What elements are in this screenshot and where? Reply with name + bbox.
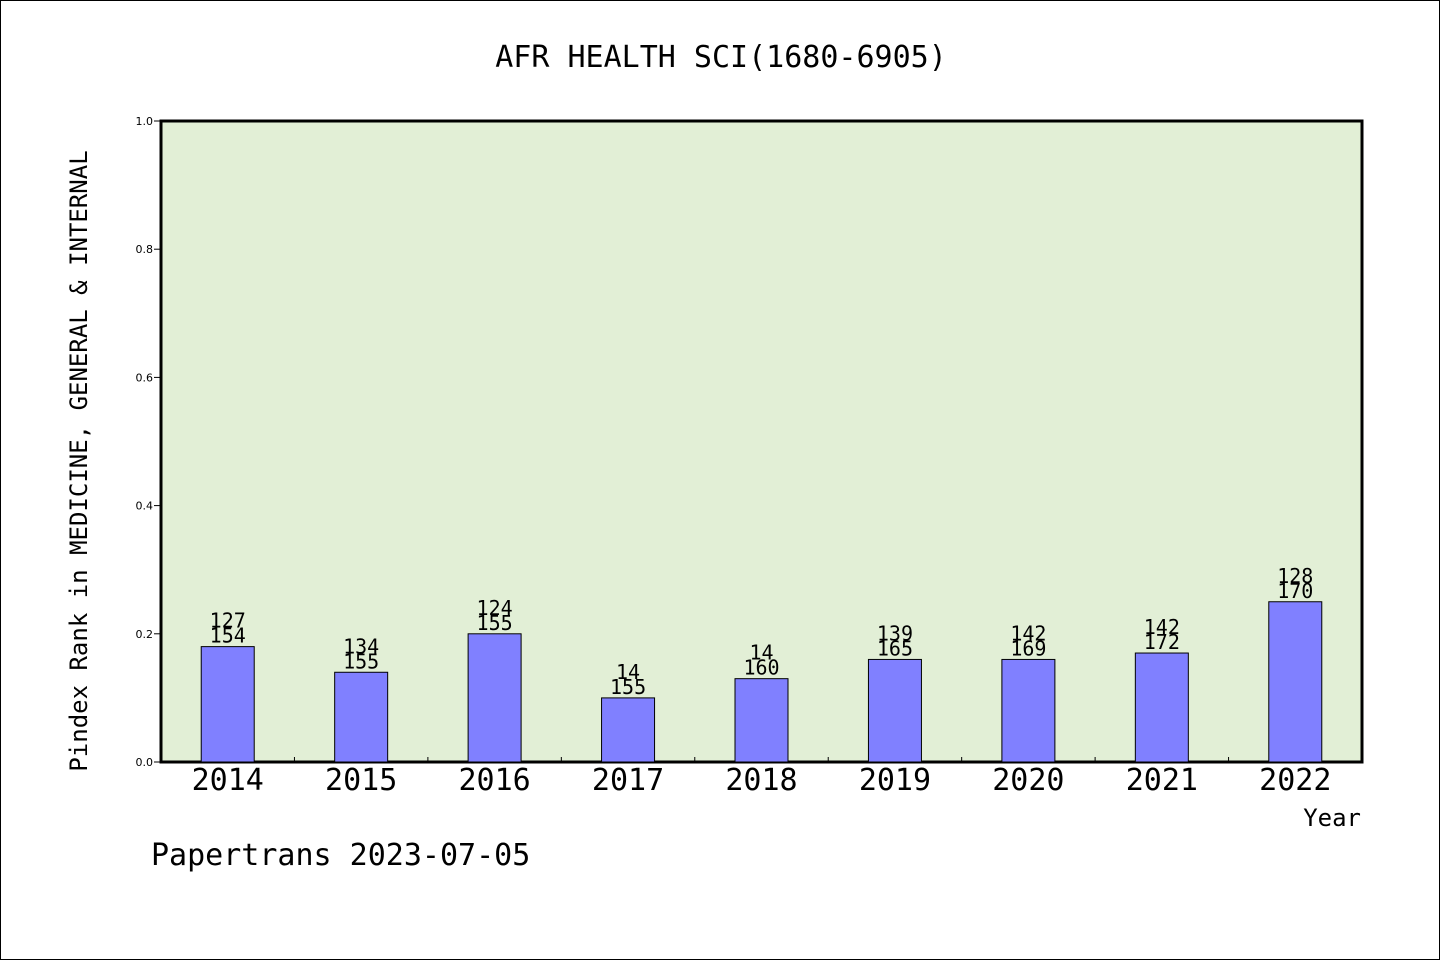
- bar-rank-label: 14: [749, 641, 773, 665]
- y-tick-label: 0.8: [136, 243, 154, 256]
- bar-rank-label: 128: [1277, 564, 1313, 588]
- x-axis-ticks: 2014 2015 2016 2017 2018 2019 2020 2021 2022: [192, 757, 1331, 798]
- bar-2014: [200, 646, 255, 763]
- x-tick-label: 2016: [458, 763, 530, 798]
- bar-2016: [467, 633, 522, 763]
- bar-total-label: 160: [743, 656, 779, 680]
- x-tick-label: 2022: [1259, 763, 1331, 798]
- x-tick-label: 2019: [859, 763, 931, 798]
- bar-total-label: 155: [343, 649, 379, 673]
- y-axis-label: Pindex Rank in MEDICINE, GENERAL & INTER…: [65, 150, 93, 771]
- x-tick-label: 2014: [192, 763, 264, 798]
- x-tick-label: 2018: [725, 763, 797, 798]
- bar-2022: [1268, 601, 1323, 763]
- bar-total-label: 154: [210, 624, 246, 648]
- chart-title: AFR HEALTH SCI(1680-6905): [495, 40, 947, 75]
- bar-rank-label: 142: [1010, 621, 1046, 645]
- x-tick-label: 2015: [325, 763, 397, 798]
- bar-total-label: 155: [477, 611, 513, 635]
- x-tick-label: 2017: [592, 763, 664, 798]
- y-tick-label: 0.4: [136, 500, 154, 513]
- y-tick-label: 1.0: [136, 115, 154, 128]
- y-tick-label: 0.2: [136, 628, 154, 641]
- bar-2017: [601, 697, 656, 763]
- bar-rank-label: 142: [1144, 615, 1180, 639]
- bar-total-label: 155: [610, 675, 646, 699]
- bar-rank-label: 14: [616, 660, 640, 684]
- x-axis-label: Year: [1303, 804, 1361, 832]
- bar-total-label: 172: [1144, 630, 1180, 654]
- bar-rank-label: 134: [343, 634, 379, 658]
- bars: [200, 601, 1323, 763]
- bar-total-label: 169: [1010, 636, 1046, 660]
- bar-2020: [1001, 658, 1056, 763]
- bar-rank-label: 139: [877, 621, 913, 645]
- y-axis-ticks: 0.0 0.2 0.4 0.6 0.8 1.0: [136, 115, 161, 769]
- y-tick-label: 0.0: [136, 756, 154, 769]
- bar-total-label: 165: [877, 636, 913, 660]
- bar-rank-label: 127: [210, 609, 246, 633]
- bar-2021: [1134, 652, 1189, 763]
- y-tick-label: 0.6: [136, 371, 154, 384]
- x-tick-label: 2020: [992, 763, 1064, 798]
- bar-rank-label: 124: [477, 596, 513, 620]
- bar-total-label: 170: [1277, 579, 1313, 603]
- footer-credit: Papertrans 2023-07-05: [151, 838, 530, 873]
- bar-2019: [867, 658, 922, 763]
- x-tick-label: 2021: [1126, 763, 1198, 798]
- bar-2018: [734, 678, 789, 763]
- bar-2015: [334, 671, 389, 763]
